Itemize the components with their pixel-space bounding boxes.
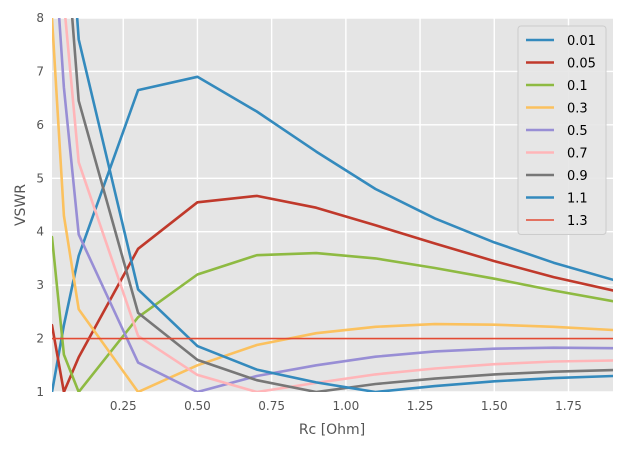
y-tick-label: 6 [36,118,44,132]
x-tick-label: 1.00 [332,399,359,413]
x-axis-label: Rc [Ohm] [299,422,365,438]
legend-label: 0.05 [567,57,596,72]
y-tick-label: 5 [36,171,44,185]
y-tick-label: 2 [36,332,44,346]
y-tick-label: 7 [36,64,44,78]
legend-label: 1.3 [567,214,588,229]
series-line-0.7 [64,18,613,392]
y-tick-label: 3 [36,278,44,292]
series-line-0.05 [52,194,613,392]
x-tick-label: 0.75 [258,399,285,413]
legend-box [517,25,607,235]
legend-label: 0.9 [567,169,588,184]
legend-label: 0.7 [567,147,588,162]
legend-label: 0.1 [567,79,588,94]
series-lines [52,18,613,392]
legend-label: 0.5 [567,124,588,139]
series-line-1.1 [75,18,613,392]
y-tick-label: 8 [36,11,44,25]
series-line-0.9 [70,18,613,392]
x-tick-label: 0.50 [184,399,211,413]
legend-label: 0.3 [567,102,588,117]
x-tick-labels: 0.25 0.50 0.75 1.00 1.25 1.50 1.75 [110,399,582,413]
y-tick-labels: 1 2 3 4 5 6 7 8 [36,11,44,399]
series-line-0.01 [52,75,613,392]
legend: 0.01 0.05 0.1 0.3 0.5 0.7 0.9 1.1 1.3 [517,25,607,235]
legend-label: 0.01 [567,34,596,49]
x-tick-label: 1.75 [555,399,582,413]
series-line-0.5 [57,18,613,392]
y-tick-label: 1 [36,385,44,399]
x-tick-label: 1.25 [407,399,434,413]
x-tick-label: 1.50 [481,399,508,413]
legend-label: 1.1 [567,192,588,207]
series-line-0.1 [52,235,613,392]
y-axis-label: VSWR [13,184,29,226]
y-tick-label: 4 [36,225,44,239]
x-tick-label: 0.25 [110,399,137,413]
